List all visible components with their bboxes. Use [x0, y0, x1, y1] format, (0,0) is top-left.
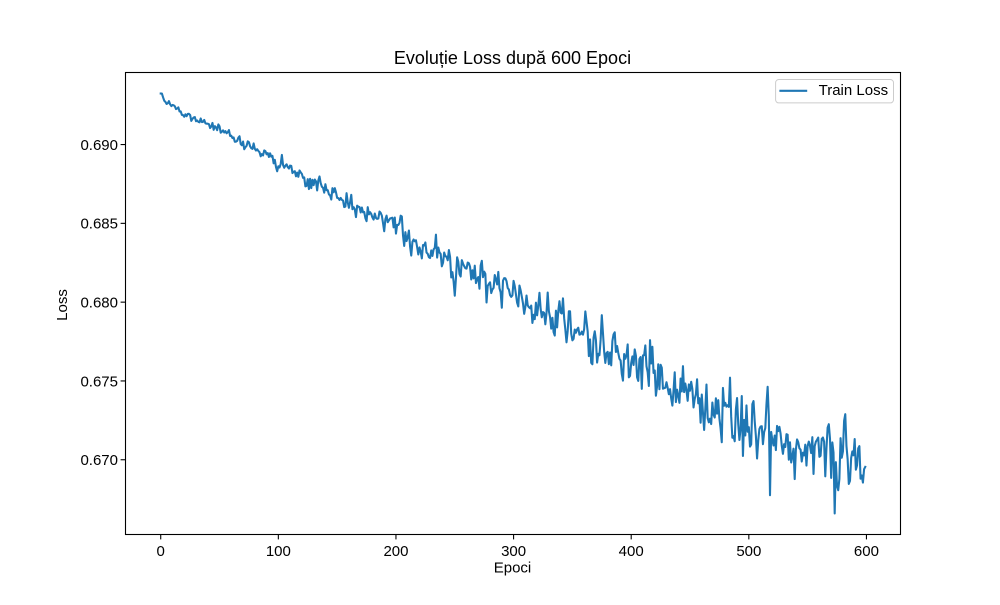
svg-text:0: 0 [157, 543, 165, 560]
svg-text:500: 500 [736, 543, 761, 560]
svg-text:0.685: 0.685 [80, 216, 118, 233]
svg-text:300: 300 [501, 543, 526, 560]
svg-text:600: 600 [854, 543, 879, 560]
svg-text:Epoci: Epoci [494, 559, 532, 576]
svg-text:0.690: 0.690 [80, 137, 118, 154]
svg-text:0.670: 0.670 [80, 452, 118, 469]
svg-text:Train Loss: Train Loss [819, 82, 888, 99]
svg-text:100: 100 [266, 543, 291, 560]
svg-text:0.675: 0.675 [80, 373, 118, 390]
svg-text:200: 200 [383, 543, 408, 560]
svg-text:400: 400 [619, 543, 644, 560]
svg-text:Evoluție Loss după 600 Epoci: Evoluție Loss după 600 Epoci [394, 48, 631, 68]
svg-text:0.680: 0.680 [80, 294, 118, 311]
svg-text:Loss: Loss [54, 289, 71, 321]
